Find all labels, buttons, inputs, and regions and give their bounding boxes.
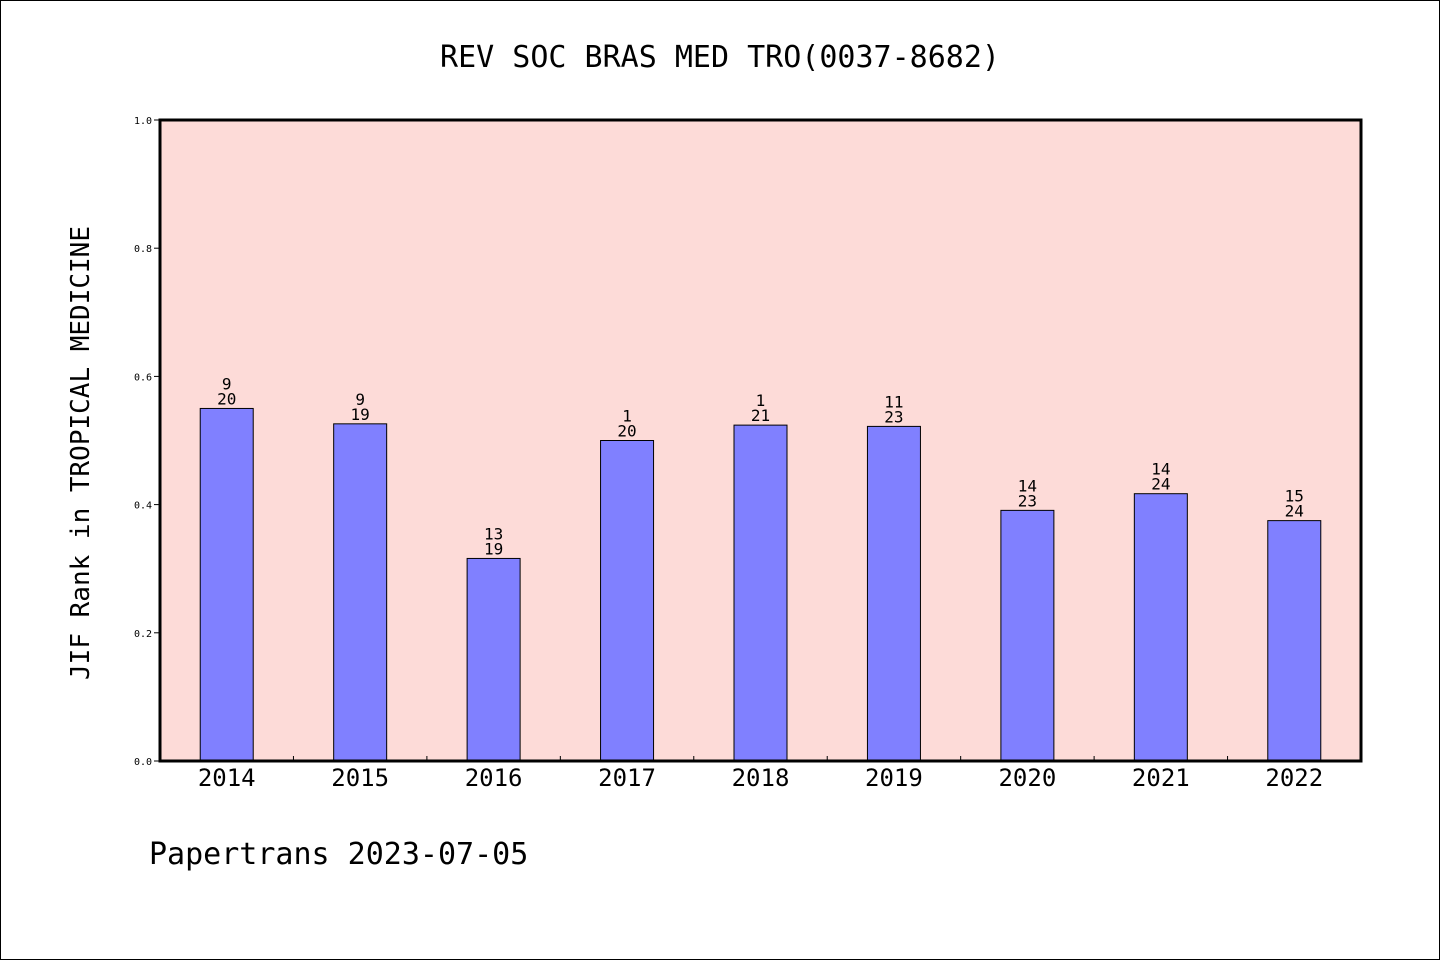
bar-2016 (466, 557, 521, 762)
bar-label-rank: 1 (756, 391, 766, 410)
bar-label-total: 19 (351, 405, 370, 424)
bar-label-total: 23 (884, 407, 903, 426)
y-axis: 0.0 0.2 0.4 0.6 0.8 1.0 (134, 116, 160, 768)
bar-label-rank: 15 (1285, 487, 1304, 506)
bar-label-total: 23 (1018, 491, 1037, 510)
x-tick-label: 2019 (865, 764, 923, 792)
bar-label-rank: 9 (355, 390, 365, 409)
y-tick-label: 0.0 (134, 757, 152, 768)
bar-label-total: 21 (751, 406, 770, 425)
bar-label-rank: 1 (622, 407, 632, 426)
bar-2018 (733, 424, 788, 762)
x-tick-label: 2015 (331, 764, 389, 792)
y-axis-label: JIF Rank in TROPICAL MEDICINE (66, 226, 96, 680)
bar-2020 (1000, 509, 1055, 762)
bar-2022 (1267, 520, 1322, 762)
bar-2017 (600, 440, 655, 762)
bar-label-rank: 11 (884, 392, 903, 411)
y-tick-label: 0.8 (134, 244, 152, 255)
x-tick-label: 2018 (732, 764, 790, 792)
bar-2021 (1133, 493, 1188, 762)
chart-title: REV SOC BRAS MED TRO(0037-8682) (440, 40, 1000, 75)
bar-label-total: 19 (484, 539, 503, 558)
bar-2014 (199, 407, 254, 762)
bar-label-rank: 9 (222, 374, 232, 393)
x-tick-label: 2014 (198, 764, 256, 792)
bar-label-total: 24 (1285, 502, 1304, 521)
bar-2015 (333, 423, 388, 762)
bars-group (199, 407, 1322, 762)
bar-label-total: 20 (617, 422, 636, 441)
bar-label-total: 24 (1151, 475, 1170, 494)
bar-label-rank: 14 (1151, 460, 1170, 479)
bar-2019 (866, 425, 921, 762)
plot-frame (158, 118, 1363, 763)
x-tick-label: 2016 (465, 764, 523, 792)
bar-label-rank: 13 (484, 524, 503, 543)
x-tick-label: 2021 (1132, 764, 1190, 792)
x-tick-label: 2017 (598, 764, 656, 792)
x-tick-label: 2020 (998, 764, 1056, 792)
y-tick-label: 0.2 (134, 629, 152, 640)
y-tick-label: 1.0 (134, 116, 152, 127)
x-axis: 2014 2015 2016 2017 2018 2019 2020 2021 2022 (198, 756, 1323, 792)
bar-label-total: 20 (217, 389, 236, 408)
y-tick-label: 0.4 (134, 501, 152, 512)
x-tick-label: 2022 (1265, 764, 1323, 792)
bar-label-rank: 14 (1018, 476, 1037, 495)
footer-credit: Papertrans 2023-07-05 (149, 837, 528, 872)
y-tick-label: 0.6 (134, 372, 152, 383)
